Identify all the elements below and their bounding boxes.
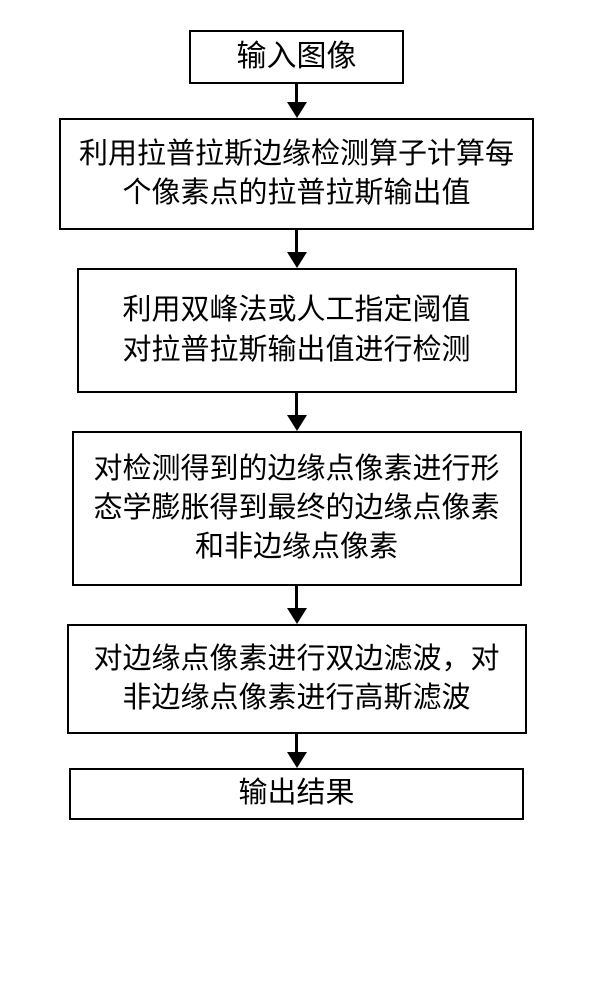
arrow-head-icon (287, 252, 307, 268)
arrow-shaft (295, 586, 298, 608)
arrow-head-icon (287, 102, 307, 118)
arrow-shaft (295, 393, 298, 415)
arrow-shaft (295, 734, 298, 752)
flow-arrow (287, 734, 307, 768)
arrow-head-icon (287, 415, 307, 431)
flow-arrow (287, 230, 307, 268)
flow-node-n4: 对检测得到的边缘点像素进行形态学膨胀得到最终的边缘点像素和非边缘点像素 (72, 431, 522, 586)
flow-node-text: 利用拉普拉斯边缘检测算子计算每个像素点的拉普拉斯输出值 (73, 135, 520, 213)
flow-node-text: 输入图像 (237, 37, 357, 78)
arrow-head-icon (287, 608, 307, 624)
flow-node-text: 输出结果 (238, 774, 354, 813)
arrow-shaft (295, 84, 298, 102)
flow-node-n3: 利用双峰法或人工指定阈值对拉普拉斯输出值进行检测 (77, 268, 517, 393)
flow-node-n6: 输出结果 (69, 768, 524, 820)
flow-node-n1: 输入图像 (189, 30, 404, 84)
flow-node-n2: 利用拉普拉斯边缘检测算子计算每个像素点的拉普拉斯输出值 (59, 118, 534, 230)
flow-node-text: 对边缘点像素进行双边滤波，对非边缘点像素进行高斯滤波 (83, 640, 511, 718)
arrow-shaft (295, 230, 298, 252)
flow-node-n5: 对边缘点像素进行双边滤波，对非边缘点像素进行高斯滤波 (67, 624, 527, 734)
flowchart-container: 输入图像利用拉普拉斯边缘检测算子计算每个像素点的拉普拉斯输出值利用双峰法或人工指… (0, 0, 593, 820)
flow-node-text: 利用双峰法或人工指定阈值对拉普拉斯输出值进行检测 (109, 291, 485, 369)
flow-arrow (287, 84, 307, 118)
flow-arrow (287, 393, 307, 431)
flow-node-text: 对检测得到的边缘点像素进行形态学膨胀得到最终的边缘点像素和非边缘点像素 (92, 450, 502, 567)
arrow-head-icon (287, 752, 307, 768)
flow-arrow (287, 586, 307, 624)
